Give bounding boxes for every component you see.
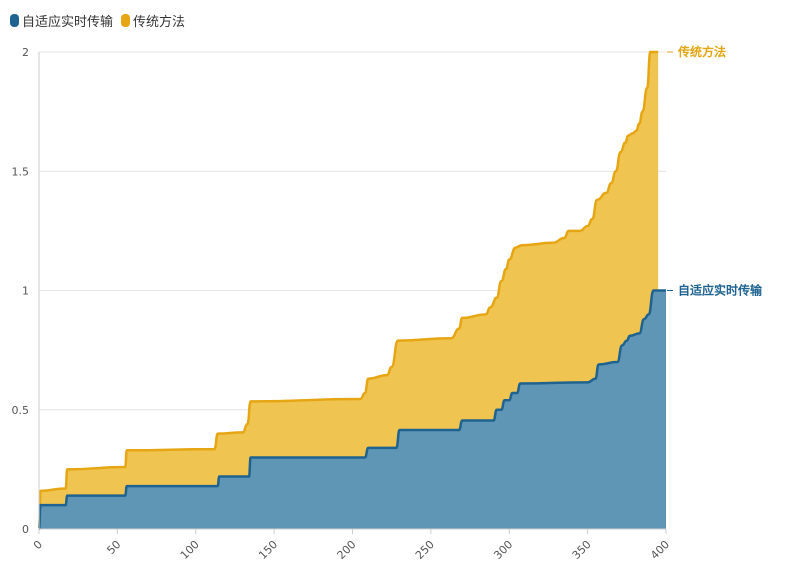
x-tick-label-8: 400 [648,538,672,562]
x-tick-label-7: 350 [570,538,594,562]
series-line-1 [37,50,659,531]
x-tick-label-1: 50 [104,538,123,557]
x-tick-label-0: 0 [31,538,45,552]
legend-item-adaptive[interactable]: 自适应实时传输 [10,11,113,30]
y-tick-label-2: 1 [22,285,29,298]
y-tick-label-3: 1.5 [12,165,30,178]
series-area-0 [39,290,666,529]
legend-swatch-traditional [121,14,131,27]
y-tick-label-4: 2 [22,46,29,59]
end-label-1: 自适应实时传输 [678,283,763,298]
x-tick-label-3: 150 [256,538,280,562]
x-tick-label-2: 100 [178,538,202,562]
legend-label-adaptive: 自适应实时传输 [22,15,114,30]
legend: 自适应实时传输 传统方法 [10,11,185,30]
series-line-0 [37,289,666,531]
end-label-0: 传统方法 [677,44,726,59]
legend-swatch-adaptive [10,14,19,27]
legend-item-traditional[interactable]: 传统方法 [121,11,185,30]
x-tick-label-4: 200 [335,538,359,562]
x-tick-label-5: 250 [413,538,437,562]
y-tick-label-1: 0.5 [12,404,30,417]
legend-label-traditional: 传统方法 [133,15,186,30]
x-tick-label-6: 300 [491,538,515,562]
y-tick-label-0: 0 [22,523,29,536]
